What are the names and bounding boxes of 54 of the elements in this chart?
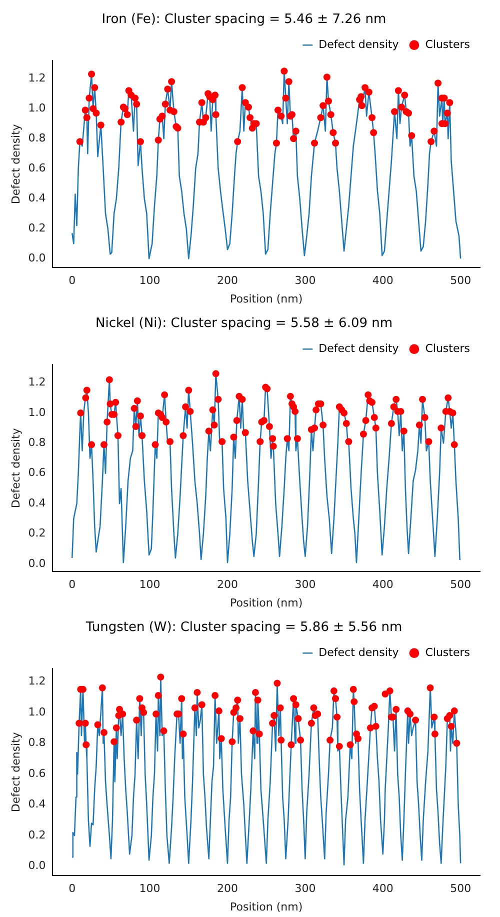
x-tick-label: 500: [450, 578, 472, 592]
legend-label: Defect density: [318, 38, 400, 51]
x-tick-label: 0: [68, 578, 76, 592]
y-axis-title: Defect density: [9, 124, 22, 204]
y-tick-label: 0.2: [28, 828, 46, 842]
y-tick-label: 1.0: [28, 705, 46, 718]
x-tick-label: 200: [217, 882, 238, 896]
x-axis-title: Position (nm): [230, 900, 303, 914]
x-tick-label: 0: [68, 274, 76, 288]
x-tick-label: 300: [294, 578, 316, 592]
legend-label: Defect density: [318, 342, 400, 355]
y-tick-label: 0.8: [28, 436, 46, 450]
y-tick-label: 1.2: [28, 376, 46, 389]
legend-label: Clusters: [425, 646, 470, 659]
x-tick-label: 200: [217, 578, 238, 592]
y-tick-label: 1.0: [28, 101, 46, 114]
x-tick-label: 200: [217, 274, 238, 288]
x-tick-label: 100: [139, 578, 160, 592]
x-axis-title: Position (nm): [230, 596, 303, 610]
x-tick-label: 100: [139, 882, 160, 896]
legend-label: Clusters: [425, 38, 470, 51]
y-tick-label: 0.8: [28, 736, 46, 750]
x-tick-label: 100: [139, 274, 160, 288]
chart-title: Tungsten (W): Cluster spacing = 5.86 ± 5.56 nm: [84, 620, 402, 636]
y-tick-label: 0.0: [28, 251, 46, 264]
y-tick-label: 1.0: [28, 406, 46, 419]
chart-title: Nickel (Ni): Cluster spacing = 5.58 ± 6.09 nm: [95, 316, 393, 332]
x-tick-label: 400: [372, 274, 394, 288]
y-tick-label: 0.4: [28, 191, 46, 204]
legend-label: Defect density: [318, 646, 400, 659]
chart-title: Iron (Fe): Cluster spacing = 5.46 ± 7.26 nm: [102, 12, 386, 28]
y-axis-title: Defect density: [9, 732, 22, 812]
y-tick-label: 0.6: [28, 766, 46, 780]
x-axis-title: Position (nm): [230, 292, 303, 306]
x-tick-label: 500: [450, 882, 472, 896]
y-tick-label: 0.4: [28, 496, 46, 510]
y-axis-title: Defect density: [9, 428, 22, 508]
x-tick-label: 400: [372, 882, 394, 896]
x-tick-label: 300: [294, 882, 316, 896]
y-tick-label: 0.2: [28, 221, 46, 234]
x-tick-label: 300: [294, 274, 316, 288]
legend-label: Clusters: [425, 342, 470, 355]
y-tick-label: 0.8: [28, 131, 46, 144]
x-tick-label: 400: [372, 578, 394, 592]
y-tick-label: 0.6: [28, 161, 46, 174]
y-tick-label: 1.2: [28, 71, 46, 84]
x-tick-label: 0: [68, 882, 76, 896]
y-tick-label: 0.4: [28, 798, 46, 811]
y-tick-label: 0.0: [28, 859, 46, 872]
y-tick-label: 0.2: [28, 526, 46, 540]
y-tick-label: 0.6: [28, 466, 46, 480]
x-tick-label: 500: [450, 274, 472, 288]
y-tick-label: 0.0: [28, 556, 46, 570]
y-tick-label: 1.2: [28, 674, 46, 688]
